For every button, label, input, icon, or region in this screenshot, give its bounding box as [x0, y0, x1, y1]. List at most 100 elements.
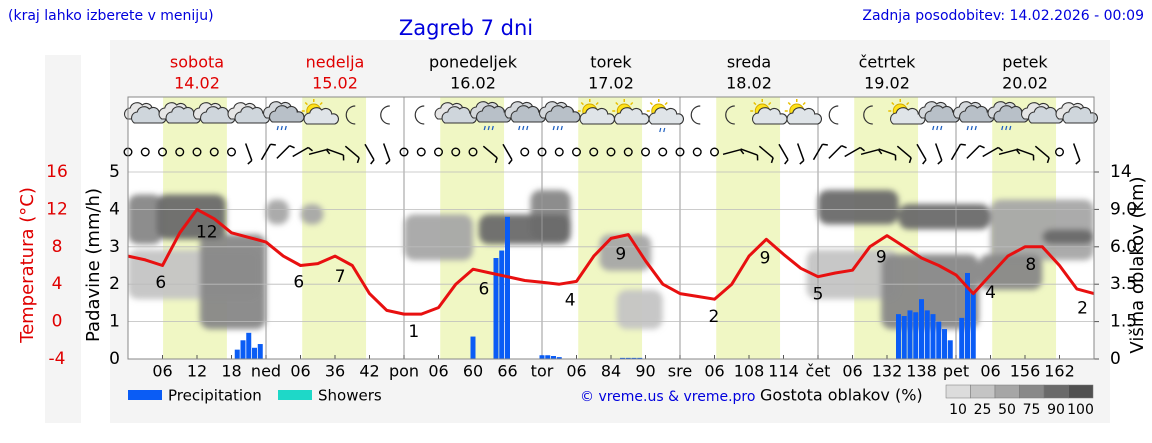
weather-icon [828, 105, 839, 125]
x-tick-label: 06 [428, 362, 448, 381]
barb-flag [997, 146, 1003, 152]
wind-barb [812, 143, 828, 161]
x-tick-label: 60 [463, 362, 483, 381]
wind-barb [860, 148, 883, 156]
weather-icon [539, 101, 581, 131]
wind-barb [758, 145, 774, 164]
x-tick-label: čet [806, 362, 831, 381]
precip-bar [625, 357, 631, 359]
x-tick-label: 156 [1010, 362, 1041, 381]
temperature-label: 6 [479, 280, 490, 300]
calm-wind [434, 147, 444, 157]
weather-icon [470, 101, 512, 131]
weather-icon [577, 99, 615, 125]
x-tick-label: 36 [325, 362, 345, 381]
calm-wind [209, 147, 219, 157]
barb-shaft [982, 146, 999, 158]
rain [552, 125, 563, 131]
barb-flag [508, 159, 513, 165]
day-date: 15.02 [312, 74, 358, 93]
barb-shaft [292, 146, 309, 158]
day-date: 17.02 [588, 74, 634, 93]
barb-shaft [1016, 148, 1034, 156]
moon [414, 105, 425, 125]
calm-wind [572, 147, 582, 157]
temperature-tick-label: -4 [49, 349, 66, 369]
calm-wind [606, 147, 616, 157]
sun-ray [304, 101, 308, 106]
barb-flag [1075, 159, 1081, 165]
x-tick-label: 18 [221, 362, 241, 381]
barb-shaft [950, 143, 962, 161]
barb-flag [859, 146, 865, 152]
calm-wind [537, 147, 547, 157]
barb-flag [342, 155, 345, 161]
temperature-tick-label: 12 [46, 199, 68, 219]
calm-wind [520, 147, 530, 157]
barb-flag [922, 159, 927, 165]
precip-bar [901, 315, 907, 359]
wind-barb [502, 143, 513, 165]
barb-shaft [364, 143, 375, 161]
cloud [786, 107, 822, 125]
sun-ray [664, 101, 668, 106]
density-swatch [1019, 384, 1045, 399]
weather-icon [380, 105, 390, 125]
cloud-blob [806, 249, 899, 300]
wind-barb [896, 145, 912, 164]
temperature-label: 6 [293, 273, 304, 293]
precip-bar [539, 355, 545, 359]
calm-wind [451, 147, 461, 157]
barb-shaft [758, 145, 774, 159]
cloud [545, 105, 581, 123]
temperature-label: 1 [408, 322, 419, 342]
density-tick-label: 25 [974, 402, 992, 418]
weather-icon [345, 105, 356, 125]
cloud [1062, 106, 1098, 124]
precip-bar [637, 357, 643, 359]
wind-barb [740, 148, 759, 161]
x-tick-label: 12 [187, 362, 207, 381]
day-name: sobota [170, 53, 224, 72]
wind-barb [260, 143, 276, 161]
barb-shaft [740, 148, 758, 156]
rain [276, 125, 287, 131]
day-date: 14.02 [174, 74, 220, 93]
calm-wind [468, 147, 478, 157]
barb-flag [1015, 149, 1021, 155]
sun-ray [649, 101, 653, 106]
barb-shaft [828, 145, 843, 159]
weather-icon [301, 99, 339, 125]
barb-flag [370, 159, 375, 165]
moon [345, 105, 356, 125]
temperature-label: 4 [565, 290, 576, 310]
barb-flag [822, 143, 828, 146]
precip-bar [556, 357, 562, 359]
sun-ray [580, 101, 584, 106]
rain [483, 125, 494, 131]
main-layer: 6 12 6 7 1 6 4 9 2 9 5 9 4 8 2 [127, 207, 1095, 342]
precip-bar [930, 314, 936, 359]
calm-wind [175, 147, 185, 157]
x-tick-label: pet [943, 362, 969, 381]
density-swatch [945, 384, 971, 399]
weather-icon [263, 101, 305, 131]
calm-wind [710, 147, 720, 157]
x-tick-label: 114 [768, 362, 799, 381]
temperature-label: 2 [1077, 298, 1088, 318]
wind-barb [950, 143, 966, 161]
temperature-label: 9 [876, 247, 887, 267]
cloud-blob [990, 199, 1094, 261]
legend-label: Showers [318, 387, 382, 405]
barb-shaft [934, 143, 943, 161]
barb-flag [739, 149, 745, 155]
precip-bar [257, 344, 263, 359]
day-name: ponedeljek [429, 53, 518, 72]
y-tick-label: 3 [109, 237, 120, 257]
barb-flag [877, 149, 883, 155]
wind-symbols [123, 143, 1081, 165]
update-time: Zadnja posodobitev: 14.02.2026 - 00:09 [862, 8, 1144, 24]
precip-bar [919, 299, 924, 359]
calm-wind [192, 147, 202, 157]
barb-shaft [778, 143, 789, 161]
